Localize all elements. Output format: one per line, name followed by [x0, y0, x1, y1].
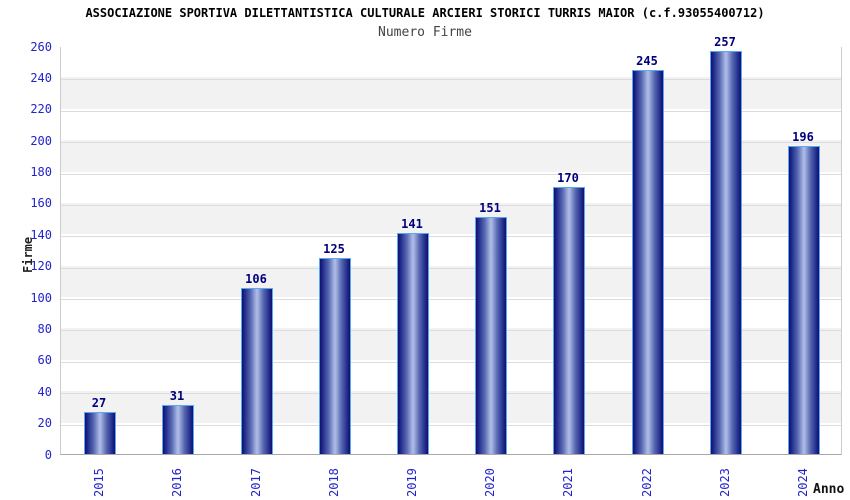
bar-value-label: 31 [169, 389, 185, 403]
x-tick-label: 2022 [640, 468, 654, 497]
bar-2023 [710, 51, 742, 454]
bar-value-label: 257 [714, 35, 736, 49]
gridline [61, 361, 841, 363]
bar-2022 [632, 70, 664, 454]
y-tick-label: 80 [37, 321, 52, 336]
bar-2018 [319, 258, 351, 454]
gridline [61, 393, 841, 395]
gridline [61, 267, 841, 269]
y-tick-label: 20 [37, 416, 52, 431]
gridline [61, 236, 841, 238]
bar-2015 [84, 412, 116, 454]
bar-value-label: 151 [479, 201, 501, 215]
x-tick-label: 2024 [796, 468, 810, 497]
bar-value-label: 196 [792, 130, 814, 144]
bar-2017 [241, 288, 273, 454]
y-tick-label: 120 [30, 259, 52, 274]
x-tick-label: 2020 [483, 468, 497, 497]
x-axis-label: Anno [813, 482, 845, 497]
bar-2019 [397, 233, 429, 454]
y-tick-label: 60 [37, 353, 52, 368]
gridline [61, 299, 841, 301]
x-tick-label: 2023 [718, 468, 732, 497]
y-tick-label: 260 [30, 39, 52, 54]
bar-value-label: 245 [636, 54, 658, 68]
gridline [61, 142, 841, 144]
bar-value-label: 106 [245, 272, 267, 286]
y-tick-label: 160 [30, 196, 52, 211]
x-tick-label: 2018 [327, 468, 341, 497]
gridline [61, 424, 841, 426]
y-tick-label: 180 [30, 165, 52, 180]
chart-title: ASSOCIAZIONE SPORTIVA DILETTANTISTICA CU… [85, 6, 765, 20]
bar-2020 [475, 217, 507, 454]
y-tick-label: 0 [44, 447, 52, 462]
bar-value-label: 27 [91, 396, 107, 410]
chart-subtitle: Numero Firme [378, 25, 472, 40]
gridline [61, 79, 841, 81]
x-tick-label: 2016 [170, 468, 184, 497]
bar-2024 [788, 146, 820, 454]
y-tick-label: 100 [30, 290, 52, 305]
y-tick-label: 240 [30, 70, 52, 85]
gridline [61, 110, 841, 112]
x-tick-label: 2021 [561, 468, 575, 497]
y-tick-label: 140 [30, 227, 52, 242]
y-tick-label: 220 [30, 102, 52, 117]
y-tick-label: 200 [30, 133, 52, 148]
gridline [61, 330, 841, 332]
x-tick-label: 2015 [92, 468, 106, 497]
gridline [61, 204, 841, 206]
bar-value-label: 170 [557, 171, 579, 185]
x-tick-label: 2017 [249, 468, 263, 497]
bar-value-label: 141 [401, 217, 423, 231]
plot-area [60, 46, 842, 455]
y-tick-label: 40 [37, 384, 52, 399]
bar-2021 [553, 187, 585, 454]
bar-value-label: 125 [323, 242, 345, 256]
bar-2016 [162, 405, 194, 454]
x-tick-label: 2019 [405, 468, 419, 497]
gridline [61, 173, 841, 175]
